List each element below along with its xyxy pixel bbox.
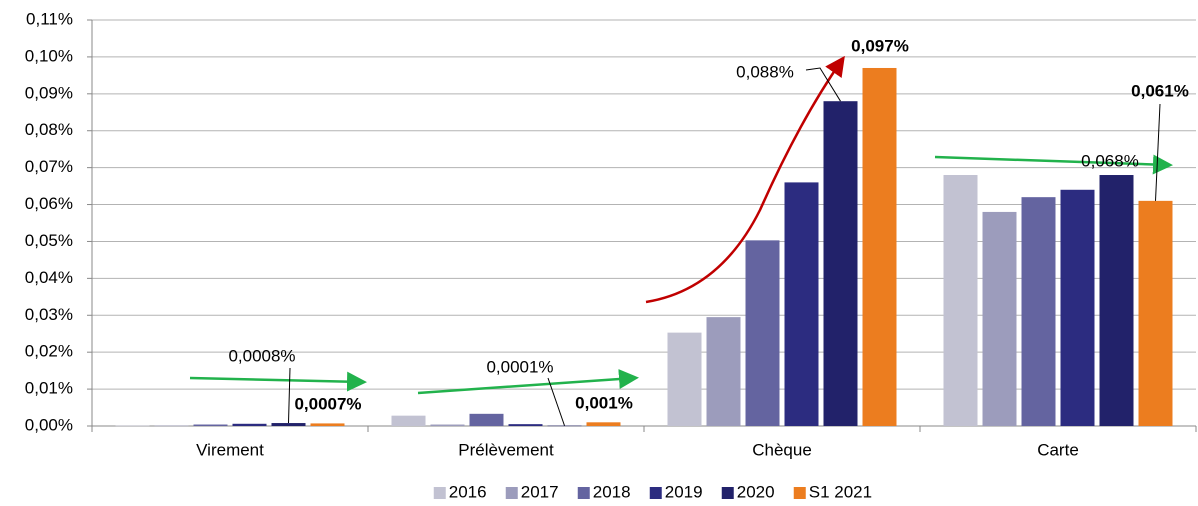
bar bbox=[391, 415, 426, 426]
bar bbox=[271, 423, 306, 426]
legend-swatch bbox=[433, 487, 446, 499]
leader-line bbox=[805, 67, 841, 102]
value-label: 0,001% bbox=[575, 393, 633, 412]
bar bbox=[823, 101, 858, 426]
legend-swatch bbox=[649, 487, 662, 499]
leader-line bbox=[288, 367, 291, 424]
trend-arrows bbox=[189, 55, 1173, 395]
legend-label: 2017 bbox=[521, 482, 559, 501]
y-tick-label: 0,06% bbox=[25, 194, 73, 213]
bar bbox=[232, 423, 267, 426]
bar bbox=[745, 240, 780, 426]
value-labels: 0,0008% 0,0007% 0,0001% 0,001% 0,088% 0,097% 0… bbox=[228, 36, 1189, 426]
legend-label: 2018 bbox=[593, 482, 631, 501]
y-tick-label: 0,00% bbox=[25, 415, 73, 434]
grid: 0,00% 0,01% 0,02% 0,03% 0,04% 0,05% 0,06% 0,07%… bbox=[25, 9, 1197, 459]
bar bbox=[586, 422, 621, 426]
bar bbox=[115, 425, 150, 427]
legend-label: 2020 bbox=[737, 482, 775, 501]
bar bbox=[1138, 200, 1173, 426]
y-tick-label: 0,04% bbox=[25, 268, 73, 287]
x-tick-label: Chèque bbox=[752, 440, 812, 459]
value-label: 0,088% bbox=[736, 62, 794, 81]
bar bbox=[469, 413, 504, 426]
y-tick-label: 0,05% bbox=[25, 231, 73, 250]
bar bbox=[1060, 189, 1095, 426]
bar bbox=[784, 182, 819, 426]
bar bbox=[430, 424, 465, 426]
bar bbox=[193, 424, 228, 426]
y-tick-label: 0,07% bbox=[25, 157, 73, 176]
bar bbox=[706, 317, 741, 426]
x-tick-label: Prélèvement bbox=[458, 440, 554, 459]
value-label: 0,097% bbox=[851, 36, 909, 55]
legend-swatch bbox=[793, 487, 806, 499]
trend-arrow bbox=[645, 55, 845, 304]
y-tick-label: 0,02% bbox=[25, 342, 73, 361]
bar bbox=[943, 175, 978, 426]
legend-swatch bbox=[721, 487, 734, 499]
legend-label: 2019 bbox=[665, 482, 703, 501]
legend-swatch bbox=[505, 487, 518, 499]
y-tick-label: 0,01% bbox=[25, 379, 73, 398]
x-tick-label: Virement bbox=[196, 440, 264, 459]
y-tick-label: 0,03% bbox=[25, 305, 73, 324]
value-label: 0,061% bbox=[1131, 81, 1189, 100]
y-tick-label: 0,08% bbox=[25, 120, 73, 139]
legend: 2016 2017 2018 2019 2020 S1 2021 bbox=[433, 482, 872, 501]
bar bbox=[154, 425, 189, 427]
value-label: 0,0007% bbox=[294, 394, 361, 413]
bars bbox=[115, 67, 1173, 427]
legend-label: 2016 bbox=[449, 482, 487, 501]
y-tick-label: 0,10% bbox=[25, 46, 73, 65]
trend-arrow bbox=[189, 371, 367, 392]
bar bbox=[862, 67, 897, 427]
y-tick-label: 0,09% bbox=[25, 83, 73, 102]
bar bbox=[982, 211, 1017, 426]
bar bbox=[310, 423, 345, 426]
bar bbox=[1021, 197, 1056, 426]
leader-line bbox=[1155, 103, 1161, 201]
bar bbox=[547, 425, 582, 427]
bar bbox=[508, 424, 543, 426]
value-label: 0,0008% bbox=[228, 346, 295, 365]
bar bbox=[1099, 175, 1134, 426]
leader-line bbox=[547, 377, 565, 426]
legend-swatch bbox=[577, 487, 590, 499]
bar bbox=[667, 332, 702, 426]
value-label: 0,0001% bbox=[486, 357, 553, 376]
y-tick-label: 0,11% bbox=[26, 9, 73, 28]
x-tick-label: Carte bbox=[1037, 440, 1079, 459]
trend-arrow bbox=[934, 154, 1173, 175]
trend-arrow bbox=[417, 369, 639, 395]
legend-label: S1 2021 bbox=[809, 482, 872, 501]
value-label: 0,068% bbox=[1081, 151, 1139, 170]
